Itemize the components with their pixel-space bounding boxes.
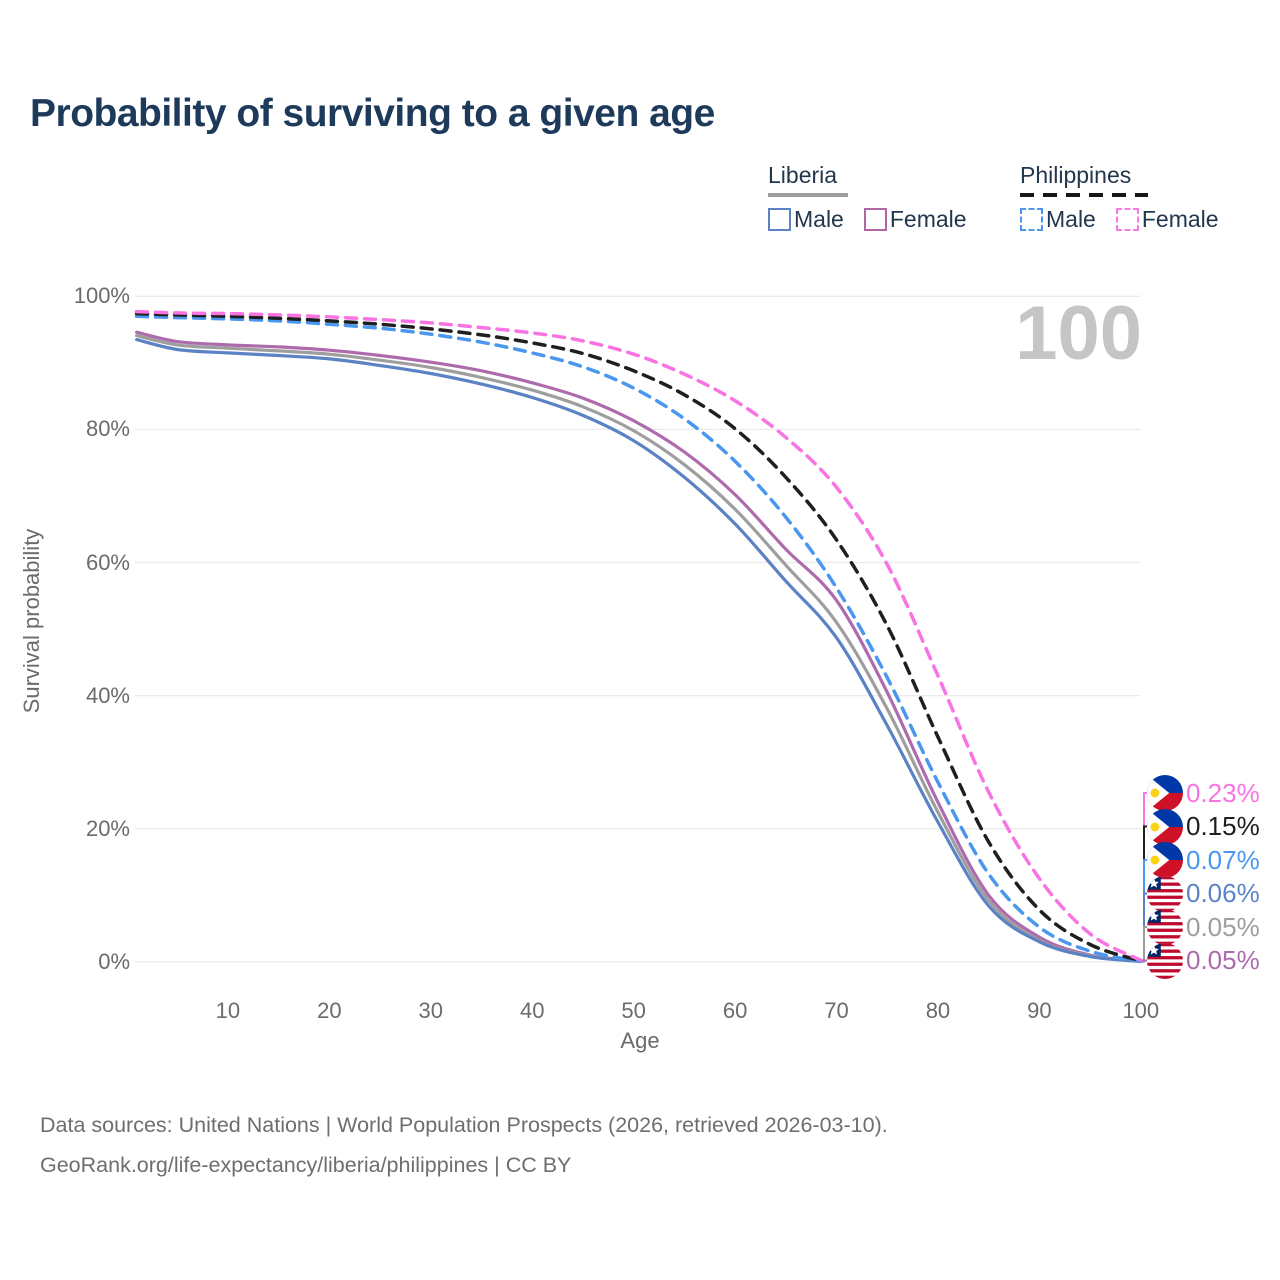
x-axis-title: Age (620, 1028, 660, 1053)
philippines-flag-icon (1147, 808, 1183, 845)
footer-attribution-line: GeoRank.org/life-expectancy/liberia/phil… (40, 1152, 572, 1177)
liberia-flag-icon (1147, 942, 1183, 979)
line-philippines-female (134, 309, 1143, 963)
line-liberia-total (135, 334, 1143, 964)
legend-label-liberia-male: Male (794, 206, 844, 232)
end-label-row-0: 0.23% (1147, 775, 1260, 811)
philippines-flag-icon (1147, 842, 1183, 878)
x-tick-50: 50 (621, 998, 646, 1023)
end-label-value: 0.05% (1186, 945, 1260, 975)
legend-swatch-philippines-male (1020, 208, 1043, 231)
x-tick-90: 90 (1027, 998, 1052, 1023)
x-tick-60: 60 (722, 998, 748, 1023)
page-title: Probability of surviving to a given age (30, 92, 715, 135)
legend-liberia-line-sample (768, 193, 848, 197)
x-tick-10: 10 (215, 998, 241, 1023)
x-tick-40: 40 (519, 998, 545, 1023)
line-philippines-total (134, 311, 1143, 963)
y-tick-80: 80% (85, 416, 130, 442)
end-label-row-1: 0.15% (1147, 808, 1260, 845)
legend-country-liberia: Liberia (768, 162, 838, 188)
end-label-value: 0.07% (1186, 844, 1260, 875)
line-liberia-female (135, 330, 1143, 964)
end-label-value: 0.05% (1186, 911, 1260, 942)
x-tick-20: 20 (317, 998, 342, 1023)
philippines-flag-icon (1147, 775, 1183, 811)
end-label-value: 0.06% (1186, 878, 1260, 908)
x-tick-80: 80 (925, 998, 951, 1023)
legend-group-philippines: Philippines Male Female (1020, 162, 1239, 233)
legend-label-philippines-female: Female (1141, 206, 1219, 232)
end-label-value: 0.15% (1186, 811, 1260, 841)
footer-source-line: Data sources: United Nations | World Pop… (40, 1113, 888, 1137)
legend-item-philippines-female[interactable]: Female (1115, 206, 1219, 233)
legend-item-philippines-male[interactable]: Male (1020, 206, 1096, 233)
y-tick-20: 20% (85, 815, 130, 841)
y-tick-100: 100% (73, 283, 130, 309)
legend-item-liberia-female[interactable]: Female (863, 206, 967, 233)
x-tick-70: 70 (824, 998, 849, 1023)
end-label-value: 0.23% (1186, 777, 1260, 808)
footer: Data sources: United Nations | World Pop… (40, 1106, 888, 1186)
liberia-flag-icon (1147, 909, 1183, 945)
end-label-row-5: 0.05% (1147, 942, 1260, 979)
x-tick-30: 30 (418, 998, 444, 1023)
y-axis-title: Survival probability (19, 528, 44, 714)
legend-swatch-philippines-female (1115, 208, 1139, 231)
legend-label-philippines-male: Male (1046, 206, 1096, 232)
age-watermark: 100 (1015, 291, 1142, 376)
legend-country-philippines: Philippines (1020, 162, 1132, 188)
y-tick-0: 0% (98, 948, 130, 974)
end-label-row-3: 0.06% (1147, 875, 1260, 912)
x-tick-100: 100 (1122, 998, 1160, 1023)
legend-label-liberia-female: Female (889, 206, 967, 232)
end-label-row-2: 0.07% (1147, 842, 1260, 878)
liberia-flag-icon (1147, 875, 1183, 912)
y-tick-40: 40% (85, 682, 130, 708)
y-tick-60: 60% (85, 549, 130, 575)
legend-philippines-line-sample (1020, 193, 1148, 197)
legend-item-liberia-male[interactable]: Male (768, 206, 844, 233)
legend-swatch-liberia-female (863, 208, 887, 231)
end-label-row-4: 0.05% (1147, 909, 1260, 945)
line-liberia-male (135, 338, 1143, 963)
legend-swatch-liberia-male (768, 208, 791, 231)
line-philippines-male (134, 314, 1143, 964)
legend-group-liberia: Liberia Male Female (768, 162, 987, 233)
